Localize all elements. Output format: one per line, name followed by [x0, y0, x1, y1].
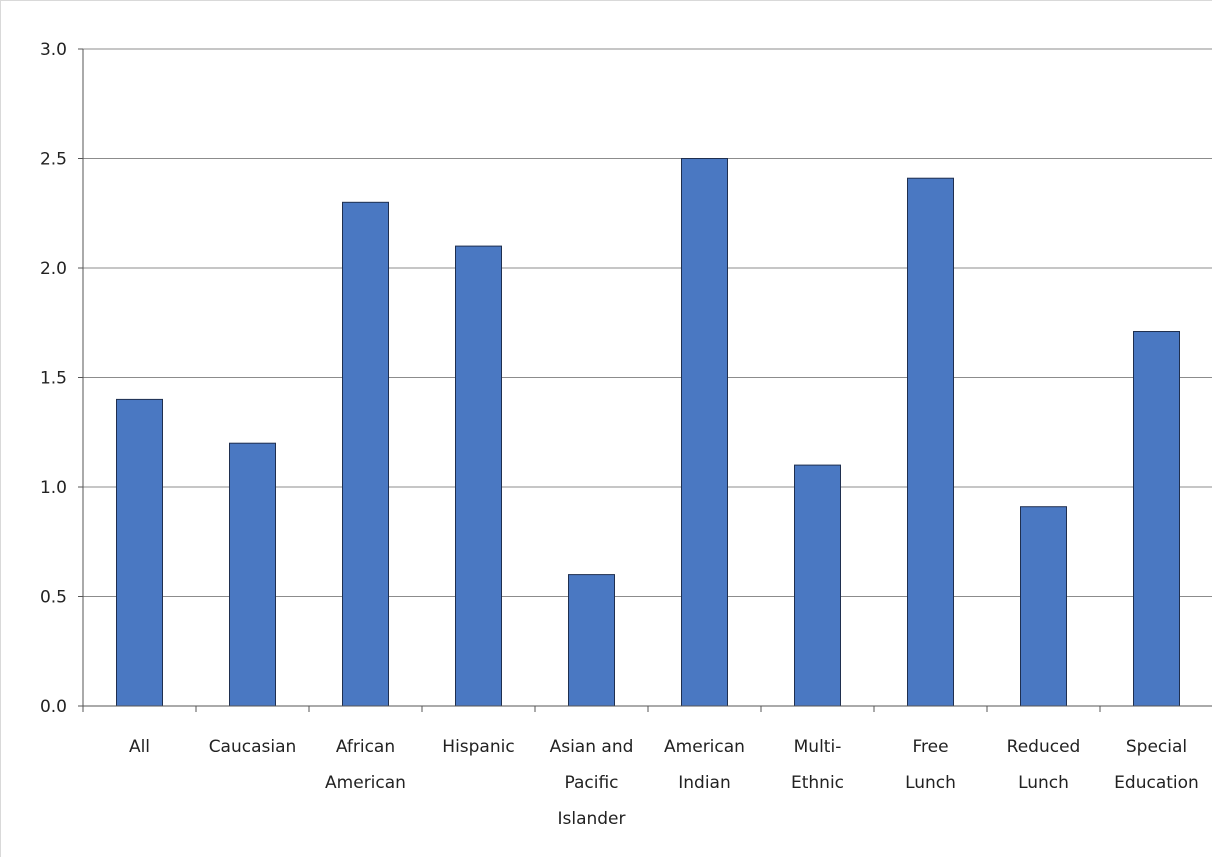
x-category-label-line: Multi-	[794, 737, 842, 757]
bar-free-lunch	[907, 177, 954, 707]
bar-african-american	[342, 201, 389, 707]
x-category-label-line: Asian and	[550, 737, 634, 757]
x-category-label-line: Lunch	[1018, 773, 1069, 793]
x-category-label-line: Lunch	[905, 773, 956, 793]
x-category-label-line: Ethnic	[791, 773, 844, 793]
bar-reduced-lunch	[1020, 506, 1067, 707]
x-category-label-line: Islander	[557, 809, 625, 829]
bar-american-indian	[681, 158, 728, 707]
x-category-label: Free Lunch	[905, 737, 956, 793]
x-category-label: Caucasian	[209, 737, 297, 757]
x-category-label-line: Reduced	[1007, 737, 1081, 757]
x-category-label-line: Indian	[678, 773, 731, 793]
x-category-label: Hispanic	[442, 737, 514, 757]
x-category-label: Multi- Ethnic	[791, 737, 844, 793]
x-category-label-line: All	[129, 737, 150, 757]
x-category-label: American Indian	[664, 737, 745, 793]
bar-multi-ethnic	[794, 464, 841, 707]
x-category-label-line: Free	[912, 737, 948, 757]
x-category-label-line: American	[325, 773, 406, 793]
bars	[116, 158, 1180, 707]
y-tick-label: 2.0	[40, 259, 67, 279]
x-category-label: Asian and Pacific Islander	[550, 737, 634, 829]
bar-all	[116, 398, 163, 707]
x-category-label-line: Education	[1114, 773, 1199, 793]
y-tick-label: 3.0	[40, 40, 67, 60]
x-category-label-line: Pacific	[564, 773, 618, 793]
x-category-label-line: Special	[1126, 737, 1187, 757]
bar-hispanic	[455, 245, 502, 707]
y-tick-label: 0.0	[40, 697, 67, 717]
x-category-label: All	[129, 737, 150, 757]
bar-caucasian	[229, 442, 276, 707]
x-category-label-line: Caucasian	[209, 737, 297, 757]
axes	[78, 48, 1212, 712]
x-category-label: Reduced Lunch	[1007, 737, 1081, 793]
y-tick-label: 1.5	[40, 369, 67, 389]
bar-asian-and-pacific-islander	[568, 574, 615, 707]
x-category-labels: All Caucasian African American Hispanic Asian…	[129, 737, 1199, 829]
y-tick-label: 0.5	[40, 588, 67, 608]
x-category-label-line: African	[336, 737, 395, 757]
x-category-label-line: Hispanic	[442, 737, 514, 757]
x-category-label: Special Education	[1114, 737, 1199, 793]
y-tick-label: 2.5	[40, 150, 67, 170]
y-tick-labels: 0.0 0.5 1.0 1.5 2.0 2.5 3.0	[40, 40, 67, 717]
y-tick-label: 1.0	[40, 478, 67, 498]
x-category-label-line: American	[664, 737, 745, 757]
x-category-label: African American	[325, 737, 406, 793]
bar-special-education	[1133, 331, 1180, 707]
